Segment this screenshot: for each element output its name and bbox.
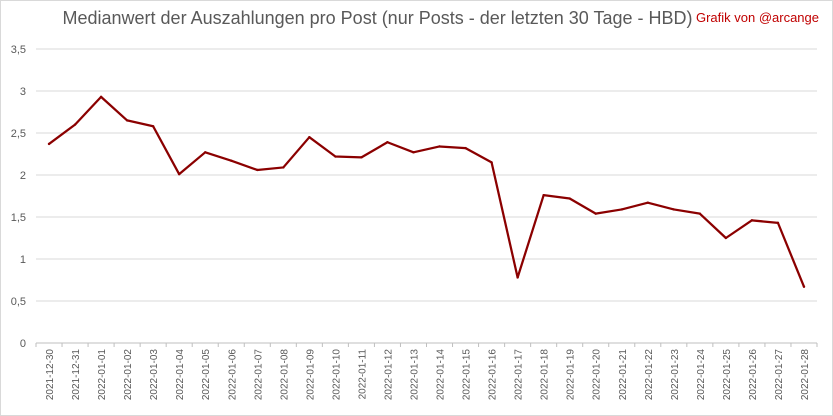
x-tick-label: 2021-12-31: [71, 349, 82, 401]
x-tick-label: 2022-01-27: [774, 349, 785, 401]
data-point: [776, 221, 780, 225]
x-tick-label: 2022-01-03: [149, 349, 160, 401]
x-tick-label: 2022-01-21: [618, 349, 629, 401]
data-point: [464, 146, 467, 150]
data-point: [412, 151, 415, 154]
x-tick-label: 2022-01-05: [201, 349, 212, 401]
data-point: [282, 166, 285, 169]
x-tick-label: 2022-01-28: [800, 349, 811, 401]
x-tick-label: 2022-01-25: [722, 349, 733, 401]
y-tick-label: 1: [20, 254, 26, 266]
data-point: [386, 141, 389, 144]
x-tick-label: 2022-01-06: [227, 349, 238, 401]
data-point: [204, 151, 207, 154]
x-tick-label: 2022-01-01: [97, 349, 108, 401]
data-point: [360, 156, 363, 159]
data-point: [672, 208, 676, 211]
y-tick-label: 2,5: [11, 128, 26, 140]
chart-title: Medianwert der Auszahlungen pro Post (nu…: [62, 8, 693, 28]
x-tick-label: 2022-01-12: [383, 349, 394, 401]
x-tick-label: 2022-01-24: [696, 349, 707, 401]
x-tick-label: 2021-12-30: [45, 349, 56, 401]
x-tick-label: 2022-01-13: [409, 349, 420, 401]
data-point: [698, 212, 702, 215]
data-point: [125, 119, 129, 122]
data-point: [568, 197, 571, 200]
x-tick-label: 2022-01-14: [436, 349, 447, 401]
data-point: [47, 142, 51, 146]
data-point: [73, 123, 77, 126]
series-line: [47, 95, 806, 288]
x-tick-label: 2022-01-22: [644, 349, 655, 401]
x-tick-label: 2022-01-02: [123, 349, 134, 401]
data-point: [802, 285, 806, 288]
data-point: [516, 276, 519, 279]
data-point: [151, 125, 155, 128]
data-point: [750, 219, 754, 222]
x-tick-label: 2022-01-18: [540, 349, 551, 401]
data-point: [308, 136, 311, 139]
data-point: [438, 145, 441, 148]
y-tick-label: 1,5: [11, 212, 26, 224]
x-tick-label: 2022-01-15: [462, 349, 473, 401]
x-tick-label: 2022-01-08: [279, 349, 290, 401]
y-tick-label: 0,5: [11, 296, 26, 308]
x-tick-label: 2022-01-09: [305, 349, 316, 401]
data-point: [542, 193, 545, 197]
x-tick-label: 2022-01-26: [748, 349, 759, 401]
x-tick-label: 2022-01-16: [488, 349, 499, 401]
data-point: [646, 201, 649, 204]
y-tick-label: 2: [20, 170, 26, 182]
y-tick-label: 3: [20, 86, 26, 98]
x-tick-label: 2022-01-04: [175, 349, 186, 401]
y-tick-label: 3,5: [11, 44, 26, 56]
x-tick-label: 2022-01-07: [253, 349, 264, 401]
chart-credit: Grafik von @arcange: [695, 10, 819, 25]
x-tick-label: 2022-01-19: [566, 349, 577, 401]
x-tick-label: 2022-01-20: [592, 349, 603, 401]
data-point: [594, 212, 597, 215]
x-tick-label: 2022-01-10: [331, 349, 342, 401]
x-tick-label: 2022-01-11: [357, 349, 368, 400]
data-point: [230, 159, 233, 162]
data-point: [99, 95, 103, 99]
y-tick-label: 0: [20, 338, 26, 350]
x-tick-label: 2022-01-23: [670, 349, 681, 401]
x-tick-label: 2022-01-17: [514, 349, 525, 401]
data-point: [620, 208, 623, 211]
data-point: [256, 168, 259, 172]
data-point: [490, 161, 493, 164]
data-point: [177, 172, 181, 176]
data-point: [334, 155, 337, 158]
data-point: [724, 236, 728, 240]
